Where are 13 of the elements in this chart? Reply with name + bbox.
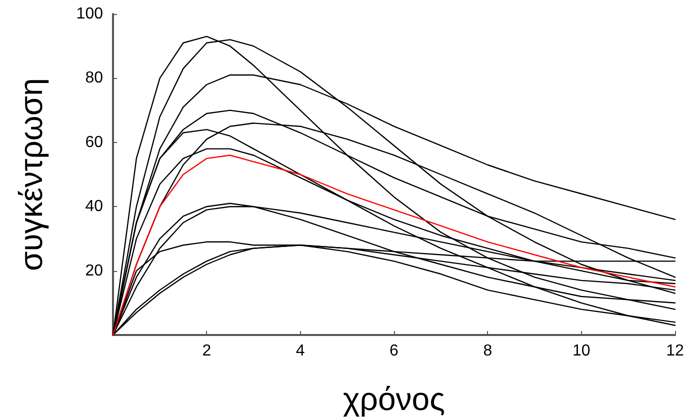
x-tick-label: 2 [202, 342, 212, 360]
x-tick-label: 4 [296, 342, 305, 360]
y-tick-label: 60 [85, 134, 104, 151]
x-tick-label: 12 [666, 342, 684, 360]
x-tick-label: 10 [572, 342, 590, 360]
x-tick-label: 6 [390, 342, 399, 360]
x-axis-title: χρόνος [342, 381, 446, 417]
y-axis-title: συγκέντρωση [13, 78, 49, 271]
x-tick-label: 8 [483, 342, 492, 360]
y-tick-label: 40 [85, 198, 104, 216]
y-tick-label: 100 [76, 6, 104, 22]
y-tick-label: 80 [85, 70, 104, 87]
y-tick-label: 20 [85, 262, 104, 280]
